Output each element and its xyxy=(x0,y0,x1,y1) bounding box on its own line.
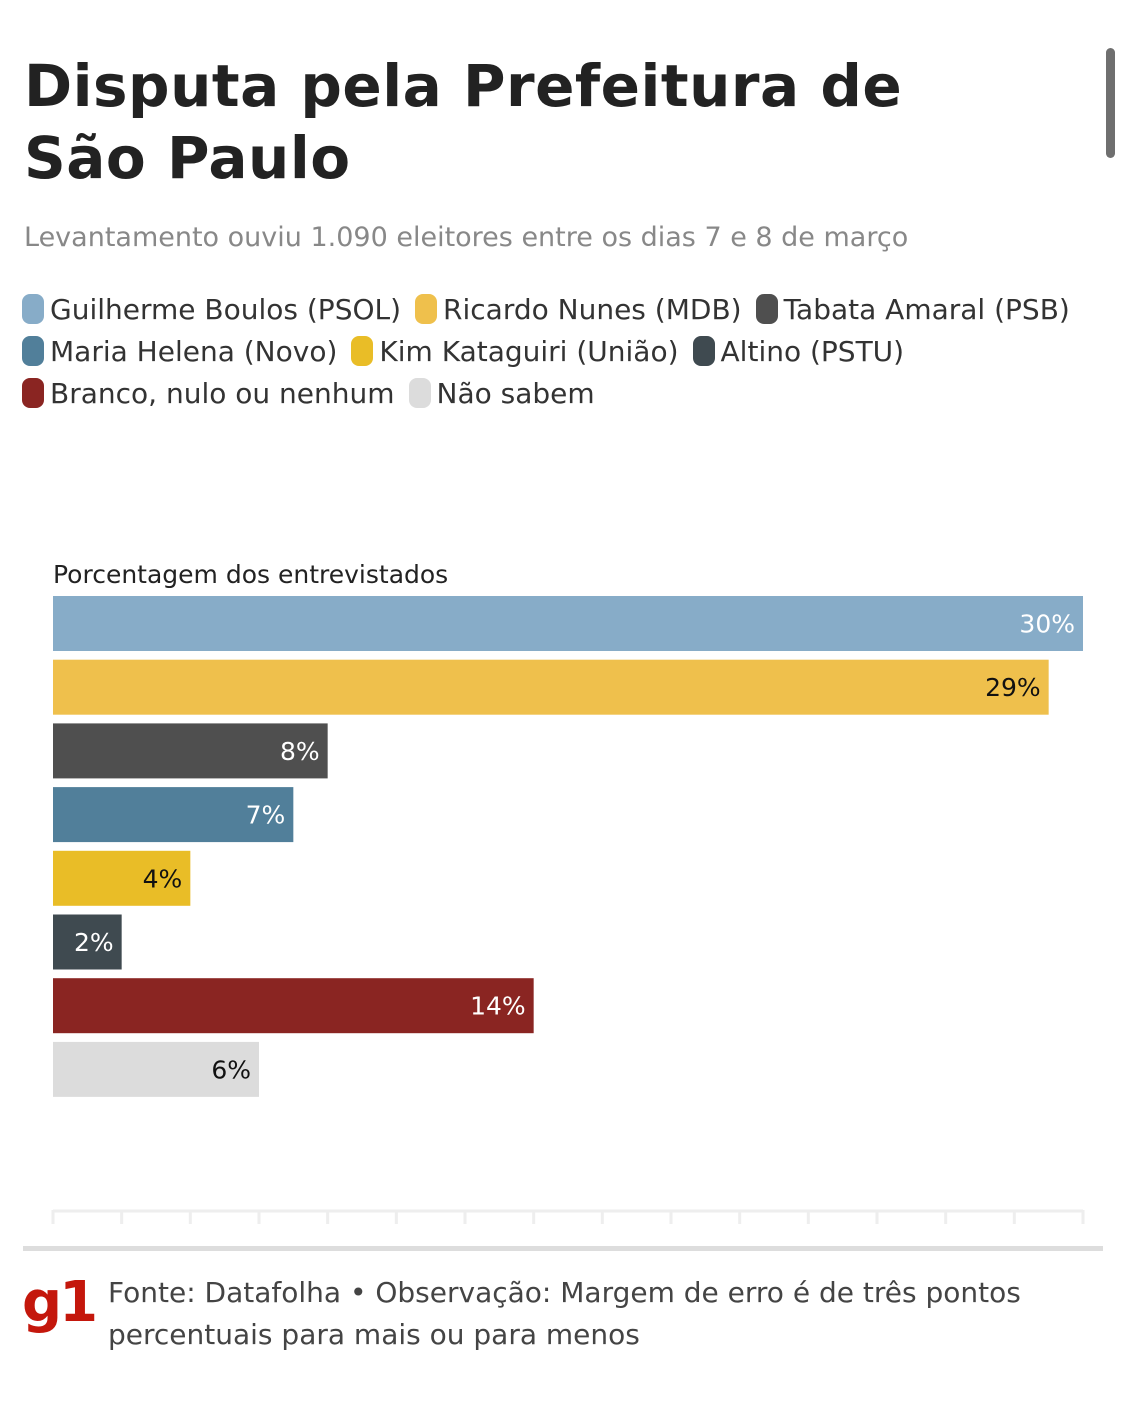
legend-label: Não sabem xyxy=(436,376,595,410)
bar xyxy=(53,787,294,843)
source-note: Fonte: Datafolha • Observação: Margem de… xyxy=(108,1276,1021,1351)
legend-swatch xyxy=(22,294,44,324)
legend-label: Altino (PSTU) xyxy=(720,334,905,368)
data-label: 6% xyxy=(211,1055,251,1084)
legend-item: Tabata Amaral (PSB) xyxy=(755,288,1070,330)
legend-label: Maria Helena (Novo) xyxy=(50,334,338,368)
legend-label: Tabata Amaral (PSB) xyxy=(783,292,1070,326)
legend-label: Ricardo Nunes (MDB) xyxy=(443,292,742,326)
legend: Guilherme Boulos (PSOL) Ricardo Nunes (MD… xyxy=(22,288,1092,414)
legend-swatch xyxy=(22,378,44,408)
bar xyxy=(53,978,534,1034)
bar xyxy=(53,914,122,970)
legend-label: Kim Kataguiri (União) xyxy=(379,334,679,368)
data-label: 4% xyxy=(143,864,183,893)
chart-subtitle: Levantamento ouviu 1.090 eleitores entre… xyxy=(24,222,909,253)
legend-label: Guilherme Boulos (PSOL) xyxy=(50,292,402,326)
x-axis-label: Porcentagem dos entrevistados xyxy=(53,560,449,589)
data-label: 7% xyxy=(246,801,286,830)
legend-item: Maria Helena (Novo) xyxy=(22,330,337,372)
legend-swatch xyxy=(351,336,374,366)
bar xyxy=(53,850,191,906)
bar xyxy=(53,596,1083,651)
legend-swatch xyxy=(755,294,778,324)
legend-item: Não sabem xyxy=(408,372,595,414)
legend-item: Guilherme Boulos (PSOL) xyxy=(22,288,401,330)
legend-label: Branco, nulo ou nenhum xyxy=(50,376,395,410)
legend-item: Altino (PSTU) xyxy=(692,330,905,372)
data-label: 14% xyxy=(470,992,526,1021)
bar xyxy=(53,1041,259,1097)
data-label: 2% xyxy=(74,928,114,957)
data-label: 30% xyxy=(1019,610,1075,639)
legend-item: Kim Kataguiri (União) xyxy=(351,330,679,372)
bar xyxy=(53,659,1049,715)
legend-item: Ricardo Nunes (MDB) xyxy=(415,288,742,330)
data-label: 8% xyxy=(280,737,320,766)
footer-divider xyxy=(23,1246,1103,1251)
bar xyxy=(53,723,328,779)
g1-logo: g1 xyxy=(22,1270,98,1335)
legend-swatch xyxy=(415,294,438,324)
legend-item: Branco, nulo ou nenhum xyxy=(22,372,395,414)
legend-swatch xyxy=(408,378,431,408)
chart-title: Disputa pela Prefeitura de São Paulo xyxy=(24,52,903,192)
data-label: 29% xyxy=(985,673,1041,702)
legend-swatch xyxy=(22,336,44,366)
legend-swatch xyxy=(692,336,715,366)
scrollbar[interactable] xyxy=(1106,48,1115,158)
